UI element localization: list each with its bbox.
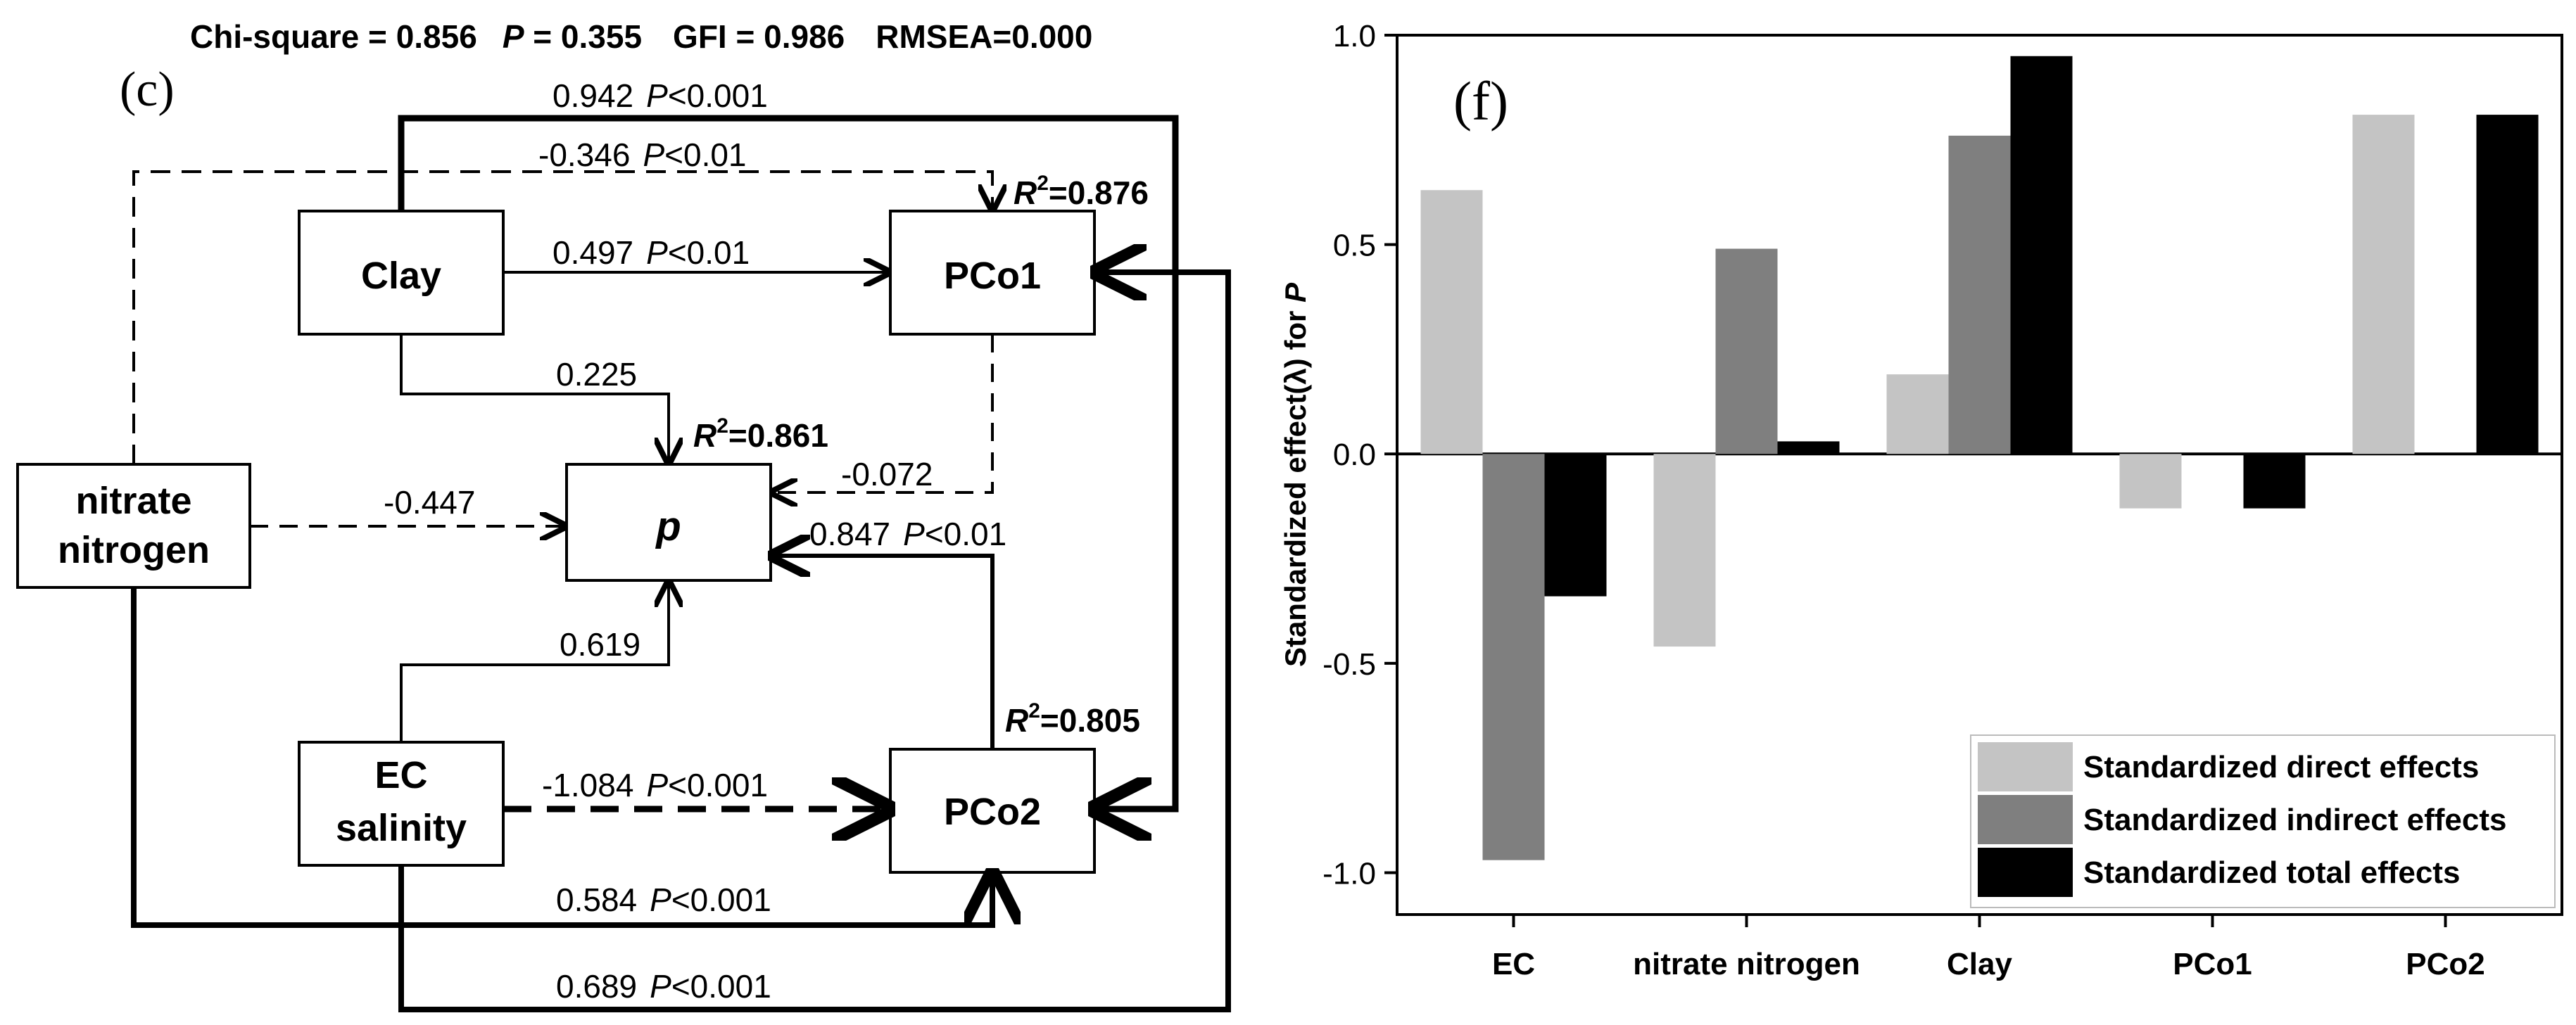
coef-clay-pco2: 0.942 P<0.001 [553,77,768,114]
bar-pco2-direct [2352,115,2415,454]
coef-clay-pco1: 0.497 P<0.01 [553,234,750,271]
x-tick-label: Clay [1947,947,2012,981]
chart-legend: Standardized direct effects Standardized… [1970,734,2556,908]
nitrate-node-label-line1: nitrate [75,480,191,522]
path-diagram: Chi-square = 0.856 P = 0.355 GFI = 0.986 RM… [16,18,1231,1012]
path-clay-to-pco2 [398,115,1179,809]
bar-ec-direct [1420,190,1483,454]
coef-nitrate-pco2: 0.584 P<0.001 [556,881,771,918]
y-tick-label: -1.0 [1322,856,1376,891]
bar-clay-indirect [1948,135,2011,454]
bar-nitrate-nitrogen-indirect [1715,248,1778,454]
x-tick-label: PCo2 [2406,947,2485,981]
bars [1420,56,2539,860]
coef-nitrate-p: -0.447 [384,484,475,521]
legend-label-total: Standardized total effects [2083,855,2460,890]
ec-node-label-line1: EC [374,754,427,796]
bar-pco1-total [2243,454,2306,509]
path-ec-to-p [400,582,669,742]
y-tick-label: 0.0 [1333,438,1376,472]
path-clay-to-p [400,334,669,463]
legend-label-indirect: Standardized indirect effects [2083,803,2506,837]
bar-pco1-direct [2119,454,2182,509]
nitrate-node-label-line2: nitrogen [58,529,210,571]
x-tick-label: nitrate nitrogen [1633,947,1860,981]
path-nitrate-to-pco1 [132,170,992,464]
legend-label-direct: Standardized direct effects [2083,750,2479,784]
y-tick-label: 1.0 [1333,19,1376,53]
p-node-label: p [655,504,681,549]
r2-pco1: R2=0.876 [1014,172,1149,211]
coef-pco1-p: -0.072 [841,456,933,492]
pco1-node-label: PCo1 [944,255,1041,297]
coef-ec-p: 0.619 [560,626,640,663]
coef-ec-pco1: 0.689 P<0.001 [556,968,771,1005]
pco1-node-box [889,210,1096,336]
path-nitrate-to-pco2 [131,587,992,928]
coef-ec-pco2: -1.084 P<0.001 [542,767,768,803]
panel-c-label: (c) [120,63,175,117]
coef-pco2-p: 0.847 P<0.01 [809,516,1006,552]
panel-f-label: (f) [1453,70,1508,132]
y-axis: 1.0 0.5 0.0 -0.5 -1.0 [1322,19,1397,891]
bar-clay-total [2010,56,2073,454]
legend-swatch-direct [1978,742,2073,791]
bar-nitrate-nitrogen-direct [1653,454,1716,647]
x-axis: EC nitrate nitrogen Clay PCo1 PCo2 [1492,915,2485,981]
path-pco2-to-p [772,556,995,749]
y-axis-title: Standardized effect(λ) for P [1279,282,1312,667]
legend-swatch-total [1978,848,2073,897]
coef-nitrate-pco1: -0.346 P<0.01 [538,136,747,173]
effects-bar-chart: 1.0 0.5 0.0 -0.5 -1.0 EC nitrate nitrogen Clay… [1279,19,2563,981]
ec-node-label-line2: salinity [336,807,467,849]
bar-nitrate-nitrogen-total [1777,441,1840,454]
x-tick-label: PCo1 [2173,947,2252,981]
y-tick-label: 0.5 [1333,229,1376,263]
bar-clay-direct [1886,374,1949,454]
path-pco1-to-p [772,334,994,492]
fit-statistics: Chi-square = 0.856 P = 0.355 GFI = 0.986 RM… [190,18,1092,55]
pco2-node-label: PCo2 [944,791,1041,833]
bar-ec-indirect [1482,454,1545,860]
path-ec-to-pco1 [398,272,1231,1012]
y-tick-label: -0.5 [1322,647,1376,682]
clay-node-label: Clay [361,255,441,297]
r2-pco2: R2=0.805 [1005,699,1140,739]
clay-node-box [298,210,505,336]
bar-ec-total [1544,454,1607,597]
bar-pco2-total [2476,115,2539,454]
ec-salinity-node-box [298,741,505,867]
legend-swatch-indirect [1978,795,2073,844]
x-tick-label: EC [1492,947,1535,981]
r2-p: R2=0.861 [693,414,828,454]
coef-clay-p: 0.225 [556,356,637,393]
